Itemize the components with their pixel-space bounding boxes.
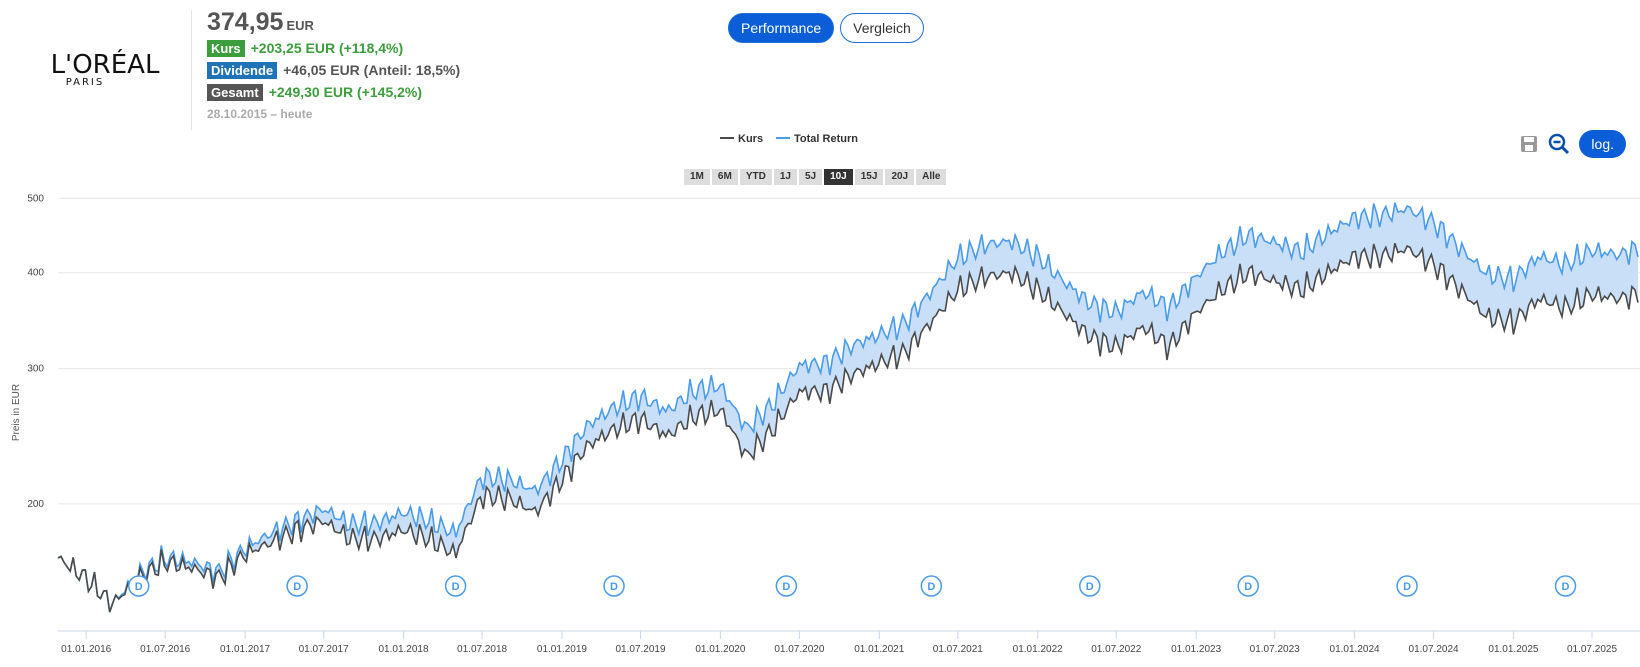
x-tick-label: 01.07.2024 xyxy=(1409,644,1459,655)
x-tick-label: 01.01.2020 xyxy=(695,644,745,655)
x-tick-label: 01.07.2025 xyxy=(1567,644,1617,655)
x-tick-label: 01.01.2023 xyxy=(1171,644,1221,655)
dividend-marker-label: D xyxy=(610,581,618,593)
legend-total-return-label[interactable]: Total Return xyxy=(794,133,858,145)
x-tick-label: 01.01.2022 xyxy=(1013,644,1063,655)
y-axis-label: Preis in EUR xyxy=(11,384,22,441)
kurs-value: +203,25 EUR (+118,4%) xyxy=(250,40,404,56)
kurs-line xyxy=(57,243,1639,613)
dividend-marker-label: D xyxy=(1562,581,1570,593)
performance-button[interactable]: Performance xyxy=(728,13,835,43)
dividend-marker[interactable] xyxy=(1237,575,1259,597)
save-icon[interactable] xyxy=(1519,134,1539,154)
dividend-band-area xyxy=(58,202,1638,613)
dividend-marker[interactable] xyxy=(603,575,625,597)
price-value: 374,95 xyxy=(207,8,284,36)
performance-summary: 374,95 EUR Kurs +203,25 EUR (+118,4%) Div… xyxy=(207,8,460,121)
total-return-line xyxy=(57,202,1639,613)
range-button-10j[interactable]: 10J xyxy=(824,169,853,185)
range-button-15j[interactable]: 15J xyxy=(854,169,884,185)
mode-switch: Performance Vergleich xyxy=(728,13,924,43)
dividend-marker-label: D xyxy=(1086,581,1094,593)
dividend-marker[interactable] xyxy=(127,575,150,597)
dividend-marker[interactable] xyxy=(1554,575,1577,597)
x-tick-label: 01.07.2018 xyxy=(457,644,507,655)
gesamt-badge: Gesamt xyxy=(207,83,263,101)
dividend-marker-label: D xyxy=(1403,581,1411,593)
legend-kurs-label[interactable]: Kurs xyxy=(738,133,763,145)
loreal-logo: L'ORÉAL PARIS xyxy=(30,52,180,88)
date-range: 28.10.2015 – heute xyxy=(207,107,313,121)
dividend-marker[interactable] xyxy=(286,575,308,597)
current-price: 374,95 EUR xyxy=(207,8,460,37)
dividende-value: +46,05 EUR (Anteil: 18,5%) xyxy=(283,62,461,78)
x-tick-label: 01.01.2024 xyxy=(1330,644,1380,655)
x-tick-label: 01.07.2023 xyxy=(1250,644,1300,655)
y-tick-label: 200 xyxy=(27,499,44,510)
dividend-marker[interactable] xyxy=(1079,575,1101,597)
dividende-badge: Dividende xyxy=(207,61,278,79)
x-tick-label: 01.07.2017 xyxy=(299,644,349,655)
x-tick-label: 01.01.2021 xyxy=(854,644,904,655)
x-tick-label: 01.07.2021 xyxy=(933,644,983,655)
range-selector: 1M 6M YTD 1J 5J 10J 15J 20J Alle xyxy=(684,169,947,185)
zoom-out-icon[interactable] xyxy=(1547,132,1571,156)
dividende-row: Dividende +46,05 EUR (Anteil: 18,5%) xyxy=(207,59,460,81)
gesamt-value: +249,30 EUR (+145,2%) xyxy=(268,84,423,100)
dividend-marker[interactable] xyxy=(444,575,467,597)
range-button-6m[interactable]: 6M xyxy=(711,169,738,185)
x-tick-label: 01.01.2017 xyxy=(220,644,270,655)
dividend-marker-label: D xyxy=(135,581,143,593)
x-tick-label: 01.07.2019 xyxy=(615,644,665,655)
range-button-alle[interactable]: Alle xyxy=(916,169,947,185)
x-tick-label: 01.01.2018 xyxy=(378,644,428,655)
x-tick-label: 01.07.2020 xyxy=(774,644,824,655)
range-button-ytd[interactable]: YTD xyxy=(739,169,772,185)
dividend-marker[interactable] xyxy=(1396,575,1418,597)
range-button-20j[interactable]: 20J xyxy=(885,169,915,185)
kurs-badge: Kurs xyxy=(207,39,245,57)
vergleich-button[interactable]: Vergleich xyxy=(840,13,924,43)
x-tick-label: 01.01.2019 xyxy=(537,644,587,655)
dividend-marker-label: D xyxy=(293,581,301,593)
dividend-marker[interactable] xyxy=(775,575,798,597)
x-tick-label: 01.07.2016 xyxy=(140,644,190,655)
kurs-row: Kurs +203,25 EUR (+118,4%) xyxy=(207,37,460,59)
range-button-1j[interactable]: 1J xyxy=(773,169,797,185)
dividend-marker[interactable] xyxy=(920,575,943,597)
range-button-1m[interactable]: 1M xyxy=(684,169,710,185)
y-tick-label: 300 xyxy=(27,364,44,375)
x-tick-label: 01.01.2025 xyxy=(1488,644,1538,655)
dividend-marker-label: D xyxy=(1244,581,1252,593)
dividend-marker-label: D xyxy=(452,581,460,593)
logo-brand: L'ORÉAL xyxy=(50,50,160,80)
y-tick-label: 400 xyxy=(27,268,44,279)
x-tick-label: 01.07.2022 xyxy=(1091,644,1141,655)
chart-tools: log. xyxy=(1519,130,1626,158)
x-tick-label: 01.01.2016 xyxy=(61,644,111,655)
log-scale-button[interactable]: log. xyxy=(1579,130,1626,158)
price-currency: EUR xyxy=(286,18,314,33)
y-tick-label: 500 xyxy=(27,193,44,204)
dividend-marker-label: D xyxy=(927,581,935,593)
gesamt-row: Gesamt +249,30 EUR (+145,2%) xyxy=(207,81,460,103)
logo-sub: PARIS xyxy=(65,77,105,88)
dividend-marker-label: D xyxy=(782,581,790,593)
header-divider xyxy=(191,10,192,130)
range-button-5j[interactable]: 5J xyxy=(798,169,823,185)
